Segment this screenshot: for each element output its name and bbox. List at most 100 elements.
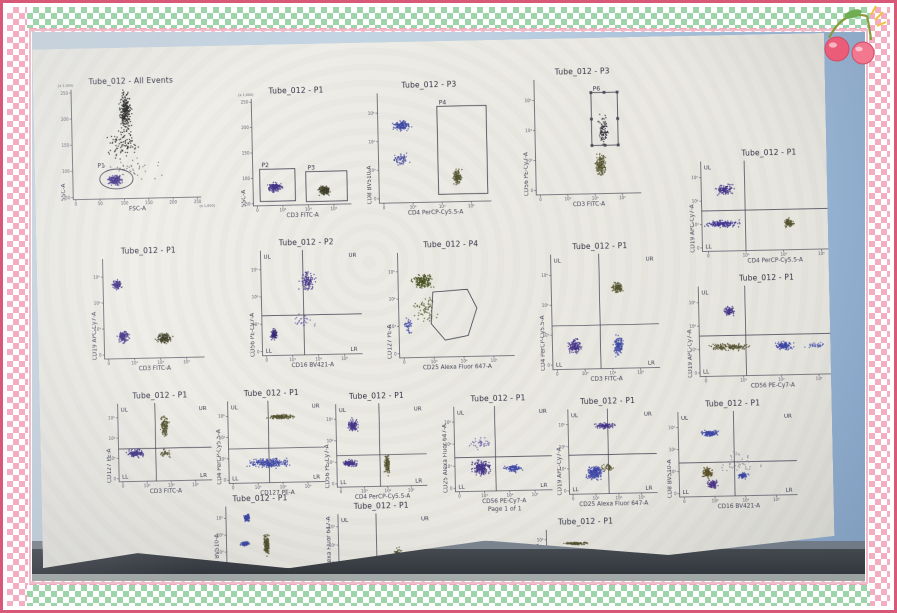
scatter-plot-6[interactable]: Tube_012 - P1 CD19 APC-Cy7-A 0 10³ 10⁴ 10⁵ 0 10… xyxy=(86,245,213,376)
svg-text:50: 50 xyxy=(245,201,251,206)
svg-text:10³: 10³ xyxy=(692,222,699,227)
scatter-plot-13[interactable]: Tube_012 - P1 CD56 PE-Cy7-A 0 10³ 10⁴ 10⁵ 0 10³… xyxy=(319,390,435,503)
plot-area[interactable]: 0 10³ 10⁴ 10⁵ 0 10³ 10⁴ 10⁵ P4 xyxy=(377,91,491,203)
svg-text:0: 0 xyxy=(107,361,110,366)
svg-text:UL: UL xyxy=(704,165,712,171)
svg-text:0: 0 xyxy=(232,485,235,490)
svg-text:10⁴: 10⁴ xyxy=(525,128,532,133)
svg-text:0: 0 xyxy=(694,371,697,376)
scatter-plot-5[interactable]: Tube_012 - P1 CD19 APC-Cy7-A 0 10³ 10⁴ 10⁵ 0 10… xyxy=(684,146,855,268)
svg-text:10⁵: 10⁵ xyxy=(468,203,475,208)
svg-text:10⁵: 10⁵ xyxy=(689,300,696,305)
svg-text:100: 100 xyxy=(62,169,70,174)
svg-text:10⁴: 10⁴ xyxy=(305,207,312,212)
frame-scallop-top xyxy=(28,28,869,33)
scatter-plot-2[interactable]: Tube_012 - P1 SSC-A 0 10³ 10⁴ 10⁵ 50 100 150 200 2… xyxy=(235,85,360,223)
svg-text:UL: UL xyxy=(339,408,347,414)
plot-x-axis-label: CD4 PerCP-Cy5.5-A xyxy=(407,209,464,217)
plot-grid: Tube_012 - All Events SSC-A 0 50 100 150 200 25… xyxy=(32,33,824,50)
plot-title: Tube_012 - P1 xyxy=(132,390,188,401)
svg-text:250: 250 xyxy=(241,100,249,105)
svg-text:P6: P6 xyxy=(593,85,601,92)
svg-text:10⁵: 10⁵ xyxy=(93,275,100,280)
svg-text:10⁵: 10⁵ xyxy=(192,482,199,487)
scatter-plot-4[interactable]: Tube_012 - P3 CD56 PE-Cy7-A 0 10³ 10⁴ 10⁵ 0 10³… xyxy=(518,66,650,212)
scatter-plot-3[interactable]: Tube_012 - P3 CD8 BV510-A 0 10³ 10⁴ 10⁵ 0 10³ 10… xyxy=(361,79,500,220)
page-footer: Page 1 of 1 xyxy=(487,505,522,514)
plot-title: Tube_012 - P1 xyxy=(741,147,797,158)
svg-text:10³: 10³ xyxy=(289,357,296,362)
svg-text:10⁵: 10⁵ xyxy=(818,251,825,256)
svg-text:10⁴: 10⁴ xyxy=(780,252,787,257)
svg-text:10⁴: 10⁴ xyxy=(94,301,101,306)
plot-title: Tube_012 - P1 xyxy=(120,245,176,256)
plot-x-axis-label: CD16 BV421-A xyxy=(717,503,761,511)
svg-text:0: 0 xyxy=(383,205,386,210)
svg-text:10⁴: 10⁴ xyxy=(219,435,226,440)
scatter-plot-9[interactable]: Tube_012 - P1 CD4 PerCP-Cy5.5-A 0 10³ 10⁴ 10⁵… xyxy=(534,240,668,386)
scatter-plot-16[interactable]: Tube_012 - P1 CD8 BV510-A 0 10³ 10⁴ 10⁵ 0 10³ 10… xyxy=(662,397,806,513)
plot-title: Tube_012 - P3 xyxy=(554,66,610,77)
plot-area[interactable]: 0 10³ 10⁴ 10⁵ 50 100 150 200 250 (x 1,000) P2 P3 xyxy=(251,97,351,206)
scatter-plot-1[interactable]: Tube_012 - All Events SSC-A 0 50 100 150 200 25… xyxy=(55,75,210,216)
svg-text:10³: 10³ xyxy=(431,359,438,364)
svg-text:0: 0 xyxy=(707,253,710,258)
frame-scallop-bottom xyxy=(28,580,869,585)
svg-text:10⁴: 10⁴ xyxy=(168,483,175,488)
scatter-plot-15[interactable]: Tube_012 - P1 CD19 APC-Cy7-A 0 10³ 10⁴ 10⁵ 0 10… xyxy=(552,395,666,510)
svg-text:10⁴: 10⁴ xyxy=(542,303,549,308)
svg-text:200: 200 xyxy=(169,200,177,205)
plot-title: Tube_012 - P1 xyxy=(243,388,299,399)
svg-text:LL: LL xyxy=(703,369,710,375)
svg-text:P2: P2 xyxy=(261,162,269,169)
svg-text:UL: UL xyxy=(121,408,129,414)
scatter-plot-14[interactable]: Tube_012 - P1 CD25 Alexa Fluor 647-A 0 10³ 1… xyxy=(437,393,560,509)
svg-text:10³: 10³ xyxy=(389,324,396,329)
svg-text:10⁴: 10⁴ xyxy=(315,357,322,362)
svg-text:UL: UL xyxy=(263,255,271,261)
svg-text:200: 200 xyxy=(241,125,249,130)
plot-area[interactable]: 0 10³ 10⁴ 10⁵ 0 10³ 10⁴ 10⁵ P6 xyxy=(534,78,641,195)
svg-text:10³: 10³ xyxy=(131,360,138,365)
svg-text:LR: LR xyxy=(833,367,840,373)
svg-text:UR: UR xyxy=(348,253,356,259)
plot-title: Tube_012 - P2 xyxy=(278,237,334,248)
svg-text:10³: 10³ xyxy=(327,460,334,465)
plot-x-axis-label: CD16 BV421-A xyxy=(291,362,335,370)
plot-title: Tube_012 - P1 xyxy=(572,241,628,252)
plot-title: Tube_012 - P1 xyxy=(558,516,614,527)
scatter-plot-8[interactable]: Tube_012 - P4 CD127 PE-A 0 10³ 10⁴ 10⁵ 0 10³ 10⁴… xyxy=(381,238,523,374)
frame-band-right xyxy=(869,7,890,606)
svg-text:0: 0 xyxy=(556,372,559,377)
frame-band-top xyxy=(27,7,870,28)
scatter-plot-7[interactable]: Tube_012 - P2 CD56 PE-Cy7-A 0 10³ 10⁴ 10⁵ 0 10³… xyxy=(244,237,371,373)
svg-text:250: 250 xyxy=(194,199,202,204)
svg-text:UR: UR xyxy=(312,404,320,410)
svg-text:10⁴: 10⁴ xyxy=(778,377,785,382)
scatter-plot-10[interactable]: Tube_012 - P1 CD19 APC-Cy7-A 0 10³ 10⁴ 10⁵ 0 10… xyxy=(682,271,853,393)
scatter-plot-11[interactable]: Tube_012 - P1 CD127 PE-A 0 10³ 10⁴ 10⁵ 0 10³ 10⁴… xyxy=(101,390,220,498)
svg-text:50: 50 xyxy=(98,201,104,206)
svg-text:10³: 10³ xyxy=(109,456,116,461)
svg-text:0: 0 xyxy=(257,349,260,354)
plot-area[interactable]: 0 50 100 150 200 250 50 100 150 200 250 (x 1,000) (x… xyxy=(71,87,201,200)
svg-text:10⁵: 10⁵ xyxy=(619,195,626,200)
scatter-plot-12[interactable]: Tube_012 - P1 CD4 PerCP-Cy5.5-A 0 10³ 10⁴ 10⁵… xyxy=(211,387,333,499)
plot-x-axis-label: CD56 PE-Cy7-A xyxy=(482,498,527,506)
svg-text:0: 0 xyxy=(403,360,406,365)
plot-x-axis-label: CD25 Alexa Fluor 647-A xyxy=(579,500,649,509)
svg-text:0: 0 xyxy=(122,484,125,489)
